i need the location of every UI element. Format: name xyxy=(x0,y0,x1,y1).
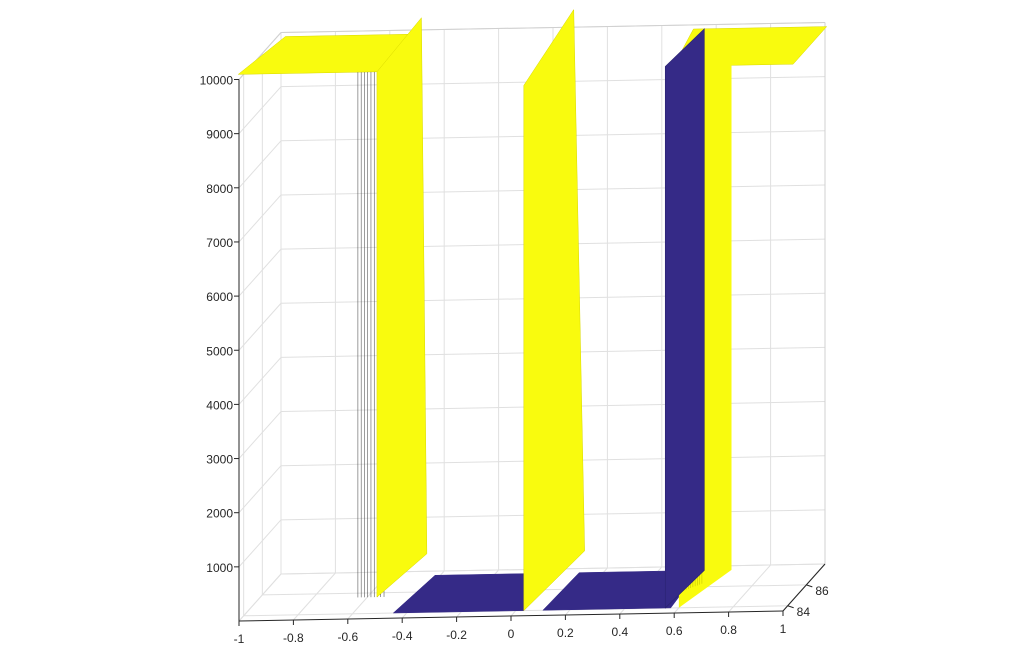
grid-line-side-z xyxy=(238,302,282,351)
grid-line-side-z xyxy=(238,86,282,134)
y-tick-mark xyxy=(787,605,794,609)
axis-layer: -1 -0.8 -0.6 -0.4 -0.2 0 0.2 0.4 0.6 0.8 1 1000 2000… xyxy=(200,74,829,647)
surface-wall-right xyxy=(664,28,705,609)
grid-line-side-z xyxy=(238,248,282,297)
grid-line-floor-x xyxy=(728,564,771,613)
y-tick-mark xyxy=(806,584,813,588)
surface-wall-left xyxy=(376,17,428,598)
z-tick-label: 4000 xyxy=(206,398,233,412)
x-tick-label: -0.2 xyxy=(446,628,467,642)
x-tick-label: 0 xyxy=(508,627,515,641)
y-axis-line xyxy=(782,563,826,612)
x-tick-label: 0.8 xyxy=(720,623,737,637)
grid-line-side-z xyxy=(238,411,282,459)
grid-line-side-z xyxy=(238,357,282,405)
x-tick-label: -0.4 xyxy=(392,629,413,643)
x-tick-label: -0.6 xyxy=(337,630,358,644)
surface-layer xyxy=(237,8,828,614)
z-tick-label: 8000 xyxy=(206,182,233,196)
y-tick-label: 86 xyxy=(815,584,829,598)
x-tick-label: 0.2 xyxy=(557,626,574,640)
x-tick-label: 1 xyxy=(780,622,787,636)
grid-line-floor-x xyxy=(293,572,336,621)
z-tick-label: 10000 xyxy=(200,74,234,88)
surface-spike xyxy=(523,8,585,612)
x-tick-label: 0.4 xyxy=(611,625,628,639)
x-tick-label: -0.8 xyxy=(283,631,304,645)
z-tick-label: 7000 xyxy=(206,236,233,250)
z-tick-label: 6000 xyxy=(206,290,233,304)
grid-line-side-z xyxy=(238,140,282,189)
y-tick-label: 84 xyxy=(797,605,811,619)
grid-line-side-z xyxy=(238,194,282,243)
x-tick-label: 0.6 xyxy=(666,624,683,638)
box-edge xyxy=(280,22,826,33)
grid-line-side-z xyxy=(238,519,282,568)
grid-line-side-z xyxy=(238,573,282,622)
z-tick-label: 1000 xyxy=(206,561,233,575)
grid-line-side-z xyxy=(238,465,282,514)
z-tick-label: 9000 xyxy=(206,128,233,142)
z-tick-label: 3000 xyxy=(206,453,233,467)
z-tick-label: 2000 xyxy=(206,507,233,521)
z-tick-label: 5000 xyxy=(206,344,233,358)
x-tick-label: -1 xyxy=(234,632,245,646)
